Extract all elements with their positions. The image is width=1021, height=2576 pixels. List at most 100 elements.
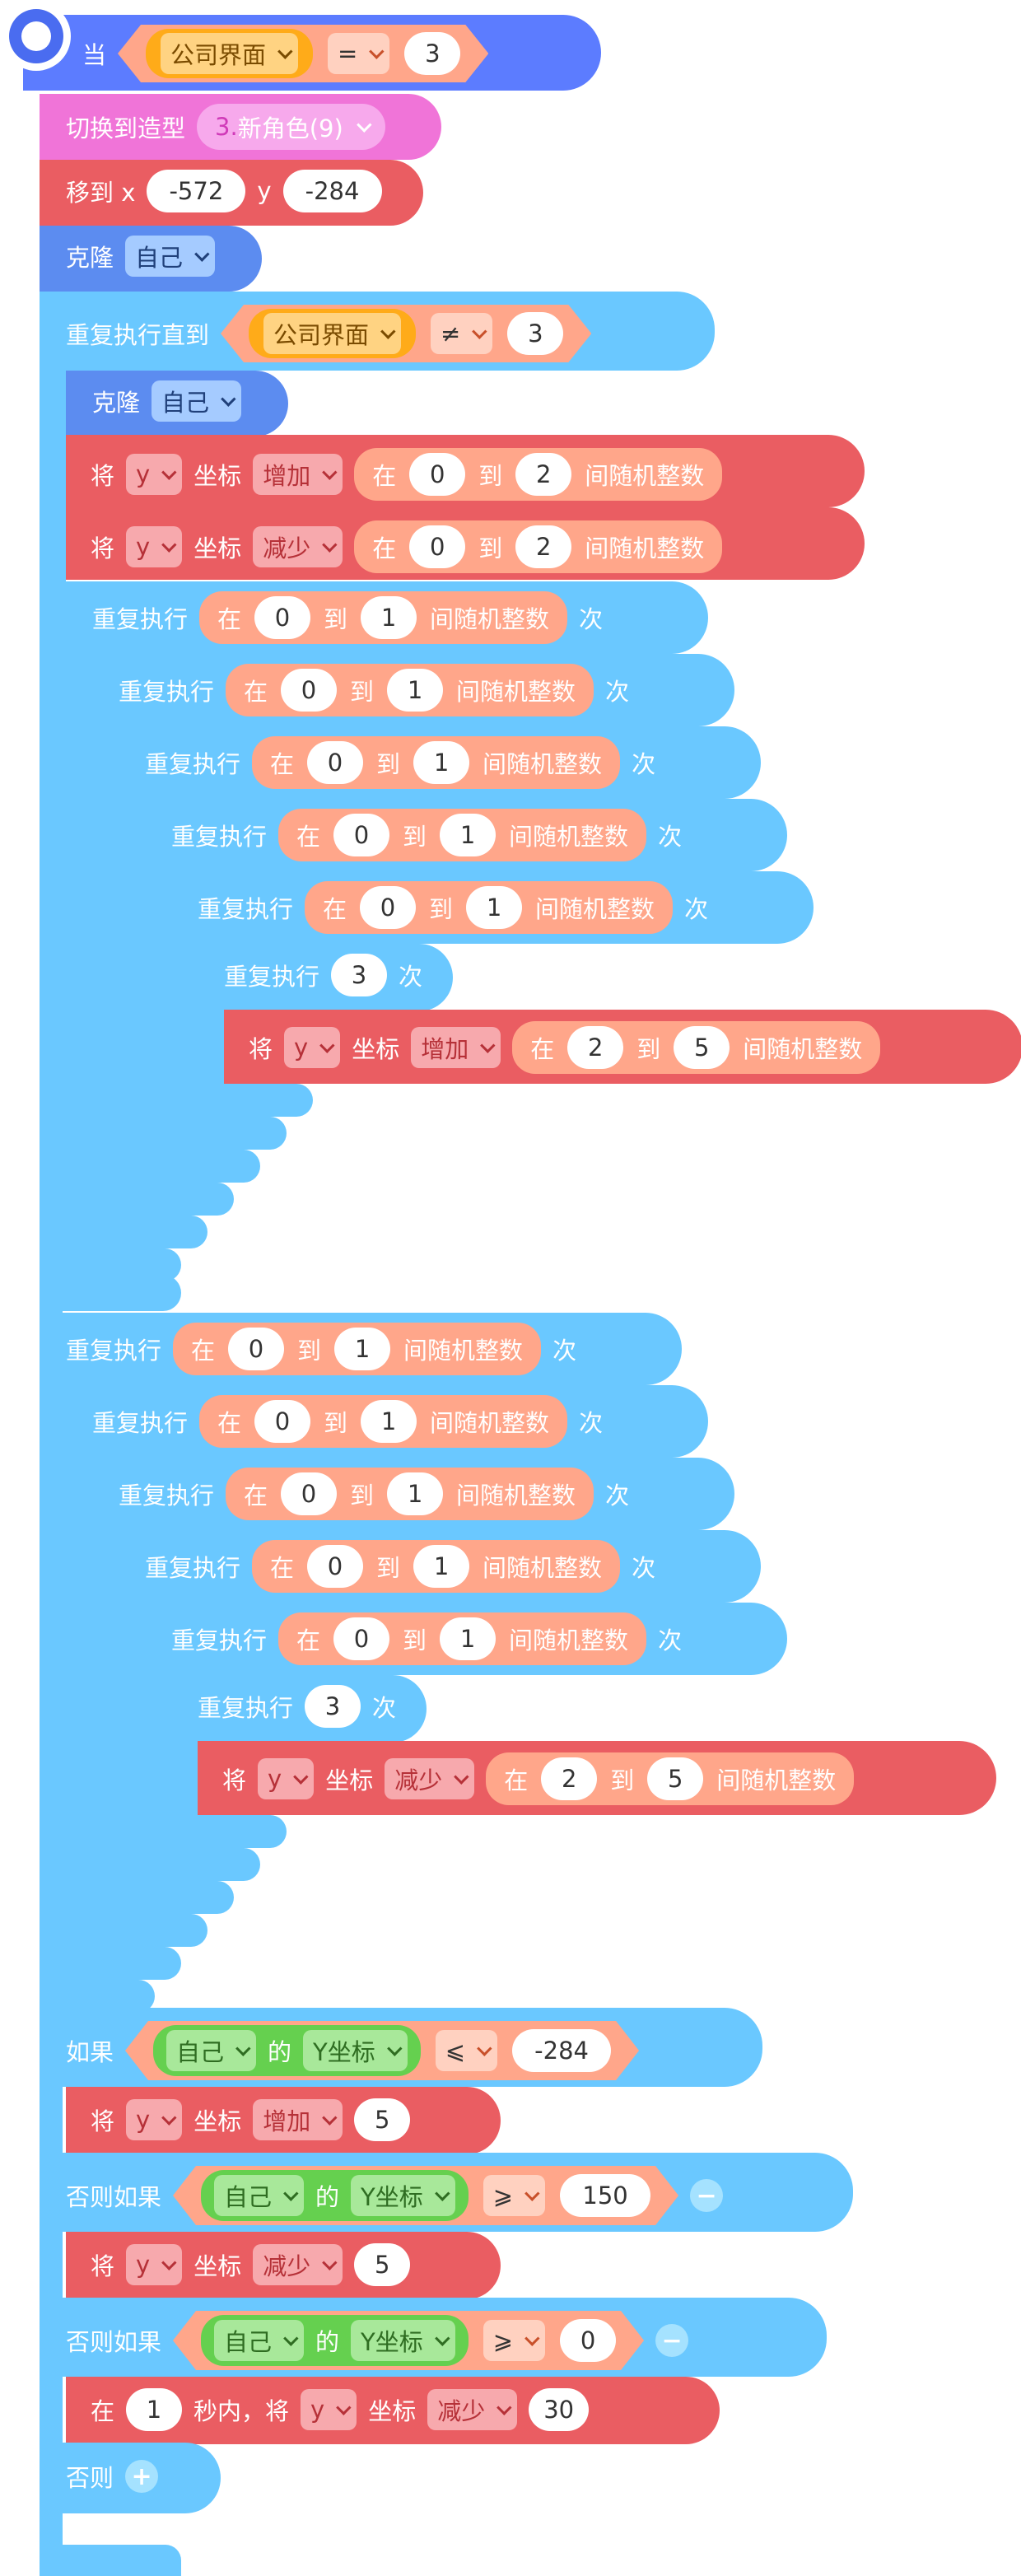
target-dropdown[interactable]: 自己 — [214, 2320, 304, 2361]
axis-dropdown[interactable]: y — [126, 2099, 183, 2140]
property-dropdown[interactable]: Y坐标 — [351, 2320, 455, 2361]
axis-dropdown[interactable]: y — [284, 1027, 341, 1068]
times-input[interactable]: 3 — [305, 1685, 361, 1728]
elif-condition[interactable]: 自己 的 Y坐标 ⩾ 0 — [173, 2311, 644, 2370]
random-reporter[interactable]: 在 0 到 1 间随机整数 — [199, 591, 568, 644]
clone-target-dropdown[interactable]: 自己 — [152, 380, 242, 422]
add-branch-icon[interactable]: + — [125, 2460, 159, 2493]
property-dropdown[interactable]: Y坐标 — [303, 2030, 408, 2071]
if-condition[interactable]: 自己 的 Y坐标 ⩽ -284 — [125, 2021, 639, 2080]
value-input[interactable]: 3 — [507, 312, 563, 355]
random-reporter[interactable]: 在 0 到 2 间随机整数 — [354, 448, 723, 501]
rand-to-input[interactable]: 1 — [440, 814, 497, 856]
sensing-reporter[interactable]: 自己 的 Y坐标 — [201, 2315, 469, 2366]
var-reporter[interactable]: 公司界面 — [146, 29, 313, 78]
operator-dropdown[interactable]: = — [328, 33, 389, 74]
rand-from-input[interactable]: 0 — [307, 741, 364, 784]
rand-to-input[interactable]: 2 — [515, 525, 572, 568]
rand-from-input[interactable]: 0 — [228, 1328, 285, 1370]
direction-dropdown[interactable]: 增加 — [253, 2099, 343, 2140]
value-input[interactable]: 3 — [404, 32, 460, 75]
random-reporter[interactable]: 在 0 到 1 间随机整数 — [278, 809, 647, 861]
rand-to-input[interactable]: 1 — [413, 1545, 470, 1588]
rand-to-input[interactable]: 1 — [413, 741, 470, 784]
operator-dropdown[interactable]: ≠ — [431, 313, 492, 354]
axis-dropdown[interactable]: y — [126, 454, 183, 495]
random-reporter[interactable]: 在 0 到 1 间随机整数 — [278, 1612, 647, 1665]
value-input[interactable]: 5 — [354, 2098, 411, 2141]
random-reporter[interactable]: 在 0 到 1 间随机整数 — [199, 1395, 568, 1448]
rand-from-input[interactable]: 0 — [360, 886, 417, 929]
rand-from-input[interactable]: 0 — [333, 814, 390, 856]
target-dropdown[interactable]: 自己 — [166, 2030, 256, 2071]
seconds-input[interactable]: 1 — [126, 2388, 183, 2431]
rand-from-input[interactable]: 2 — [541, 1757, 598, 1800]
rand-to-input[interactable]: 5 — [674, 1026, 730, 1069]
rand-from-input[interactable]: 0 — [254, 1400, 311, 1443]
random-reporter[interactable]: 在 0 到 1 间随机整数 — [226, 1468, 594, 1520]
rand-from-input[interactable]: 0 — [409, 453, 466, 496]
random-reporter[interactable]: 在 0 到 1 间随机整数 — [252, 1540, 621, 1593]
remove-branch-icon[interactable]: − — [690, 2179, 724, 2212]
rand-from-input[interactable]: 0 — [254, 596, 311, 639]
axis-dropdown[interactable]: y — [258, 1758, 315, 1799]
rand-from-input[interactable]: 0 — [409, 525, 466, 568]
rand-to-input[interactable]: 1 — [334, 1328, 391, 1370]
y-input[interactable]: -284 — [282, 170, 382, 212]
direction-dropdown[interactable]: 增加 — [253, 454, 343, 495]
direction-dropdown[interactable]: 减少 — [385, 1758, 475, 1799]
rand-from-input[interactable]: 0 — [281, 1472, 338, 1515]
var-reporter[interactable]: 公司界面 — [249, 309, 416, 358]
random-reporter[interactable]: 在 0 到 1 间随机整数 — [252, 736, 621, 789]
rand-to-input[interactable]: 5 — [647, 1757, 704, 1800]
rand-to-input[interactable]: 1 — [361, 1400, 417, 1443]
repeat-until-condition[interactable]: 公司界面 ≠ 3 — [221, 305, 591, 362]
axis-dropdown[interactable]: y — [301, 2389, 357, 2430]
direction-dropdown[interactable]: 减少 — [253, 2244, 343, 2285]
rand-to-input[interactable]: 1 — [466, 886, 523, 929]
repeat-header[interactable] — [198, 944, 453, 1011]
random-reporter[interactable]: 在 0 到 1 间随机整数 — [305, 881, 674, 934]
operator-dropdown[interactable]: ⩾ — [483, 2175, 545, 2216]
sensing-reporter[interactable]: 自己 的 Y坐标 — [201, 2170, 469, 2221]
operator-dropdown[interactable]: ⩾ — [483, 2320, 545, 2361]
repeat-header[interactable] — [171, 1675, 427, 1743]
rand-from-input[interactable]: 0 — [281, 669, 338, 712]
operator-dropdown[interactable]: ⩽ — [436, 2030, 497, 2071]
random-reporter[interactable]: 在 0 到 1 间随机整数 — [173, 1323, 542, 1375]
axis-dropdown[interactable]: y — [126, 2244, 183, 2285]
axis-dropdown[interactable]: y — [126, 526, 183, 567]
value-input[interactable]: 30 — [529, 2388, 590, 2431]
costume-dropdown[interactable]: 3. 新角色(9) — [197, 104, 385, 150]
rand-to-input[interactable]: 1 — [440, 1617, 497, 1660]
value-input[interactable]: -284 — [512, 2029, 611, 2072]
sensing-reporter[interactable]: 自己 的 Y坐标 — [153, 2025, 421, 2076]
elif-condition[interactable]: 自己 的 Y坐标 ⩾ 150 — [173, 2166, 678, 2225]
rand-to-input[interactable]: 2 — [515, 453, 572, 496]
rand-from-input[interactable]: 2 — [567, 1026, 624, 1069]
direction-dropdown[interactable]: 减少 — [253, 526, 343, 567]
random-reporter[interactable]: 在 2 到 5 间随机整数 — [486, 1752, 855, 1805]
random-reporter[interactable]: 在 2 到 5 间随机整数 — [512, 1021, 881, 1074]
rand-from-input[interactable]: 0 — [307, 1545, 364, 1588]
var-dropdown[interactable]: 公司界面 — [263, 313, 401, 354]
clone-target-dropdown[interactable]: 自己 — [125, 236, 216, 277]
times-input[interactable]: 3 — [331, 954, 388, 996]
value-input[interactable]: 0 — [560, 2319, 616, 2362]
random-reporter[interactable]: 在 0 到 2 间随机整数 — [354, 520, 723, 573]
rand-from-input[interactable]: 0 — [333, 1617, 390, 1660]
remove-branch-icon[interactable]: − — [655, 2324, 689, 2357]
x-input[interactable]: -572 — [147, 170, 246, 212]
random-reporter[interactable]: 在 0 到 1 间随机整数 — [226, 664, 594, 716]
property-dropdown[interactable]: Y坐标 — [351, 2175, 455, 2216]
rand-to-input[interactable]: 1 — [387, 669, 444, 712]
value-input[interactable]: 5 — [354, 2243, 411, 2286]
hat-condition[interactable]: 公司界面 = 3 — [118, 25, 488, 82]
rand-to-input[interactable]: 1 — [387, 1472, 444, 1515]
var-dropdown[interactable]: 公司界面 — [161, 33, 298, 74]
value-input[interactable]: 150 — [560, 2174, 650, 2217]
direction-dropdown[interactable]: 增加 — [411, 1027, 501, 1068]
target-dropdown[interactable]: 自己 — [214, 2175, 304, 2216]
rand-to-input[interactable]: 1 — [361, 596, 417, 639]
direction-dropdown[interactable]: 减少 — [427, 2389, 518, 2430]
